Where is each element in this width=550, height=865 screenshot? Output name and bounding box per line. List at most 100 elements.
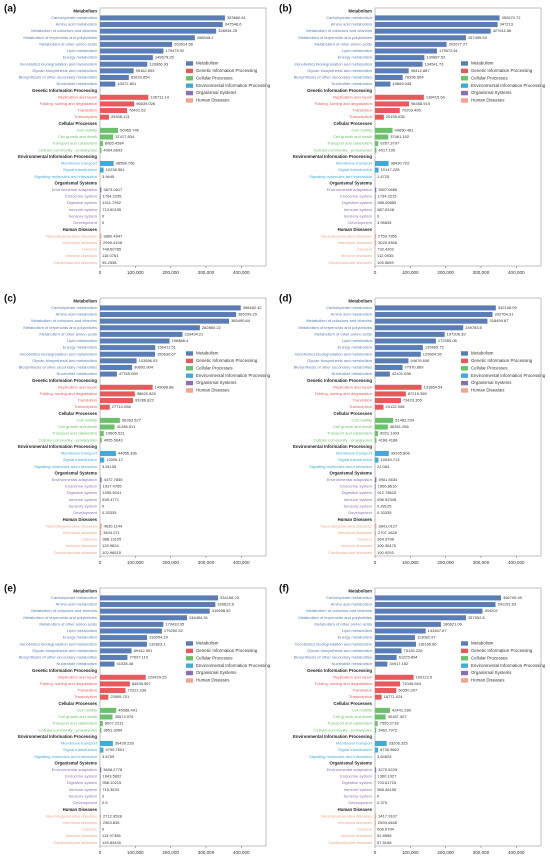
group-header: Genetic Information Processing bbox=[307, 378, 372, 383]
value-label: 985.09855 bbox=[377, 200, 397, 205]
bar bbox=[375, 424, 388, 430]
bar bbox=[375, 55, 425, 61]
legend-swatch bbox=[461, 663, 468, 668]
value-label: 1.4725 bbox=[377, 174, 390, 179]
category-label: Biosynthesis of other secondary metaboli… bbox=[19, 655, 97, 660]
x-tick-label: 200,000 bbox=[162, 850, 179, 855]
legend-swatch bbox=[461, 678, 468, 683]
bar bbox=[100, 391, 135, 397]
group-header: Cellular Processes bbox=[59, 121, 98, 126]
value-label: 25306.121 bbox=[111, 114, 131, 119]
legend-swatch bbox=[461, 351, 468, 356]
category-label: Sensory system bbox=[344, 503, 373, 508]
value-label: 1966.8616 bbox=[378, 484, 398, 489]
value-label: 27710.058 bbox=[112, 404, 132, 409]
x-tick-label: 400,000 bbox=[233, 560, 250, 565]
bar bbox=[100, 312, 237, 318]
group-header: Genetic Information Processing bbox=[307, 88, 372, 93]
category-label: Environmental adaptation bbox=[327, 767, 372, 772]
category-label: Immune diseases bbox=[341, 543, 372, 548]
bar bbox=[100, 608, 210, 614]
bar bbox=[375, 523, 377, 529]
category-label: Cell growth and death bbox=[58, 134, 97, 139]
category-label: Signaling molecules and interaction bbox=[34, 174, 97, 179]
value-label: 129.9824 bbox=[102, 543, 119, 548]
bar bbox=[375, 22, 498, 28]
value-label: 155630.67 bbox=[157, 351, 177, 356]
legend-swatch bbox=[461, 83, 468, 88]
value-label: 4017.195 bbox=[378, 147, 395, 152]
category-label: Metabolism of cofactors and vitamins bbox=[31, 318, 97, 323]
legend-label: Cellular Processes bbox=[471, 655, 508, 660]
category-label: Energy metabolism bbox=[63, 55, 98, 60]
category-label: Environmental adaptation bbox=[52, 767, 97, 772]
value-label: 138415.64 bbox=[426, 94, 446, 99]
x-tick-label: 0 bbox=[374, 270, 377, 275]
category-label: Carbohydrate metabolism bbox=[51, 595, 97, 600]
category-label: Membrane transport bbox=[336, 741, 373, 746]
category-label: Folding, sorting and degradation bbox=[40, 101, 97, 106]
bar bbox=[375, 187, 377, 193]
value-label: 30187.307 bbox=[388, 714, 408, 719]
legend-label: Genetic Information Processing bbox=[196, 68, 258, 73]
value-label: 34917.152 bbox=[389, 661, 409, 666]
value-label: 12006.17 bbox=[106, 457, 123, 462]
bar bbox=[100, 41, 173, 47]
x-tick-label: 200,000 bbox=[162, 270, 179, 275]
value-label: 0.375 bbox=[377, 800, 388, 805]
value-label: 92.8598 bbox=[377, 833, 392, 838]
group-header: Environmental Information Processing bbox=[18, 154, 97, 159]
category-label: Transport and catabolism bbox=[52, 431, 98, 436]
value-label: 131864.54 bbox=[424, 384, 444, 389]
category-label: Nucleotide metabolism bbox=[332, 661, 373, 666]
category-label: Nucleotide metabolism bbox=[332, 81, 373, 86]
bar bbox=[375, 740, 387, 746]
legend-label: Human Diseases bbox=[471, 388, 505, 393]
value-label: 4955.5643 bbox=[104, 437, 124, 442]
group-header: Environmental Information Processing bbox=[293, 444, 372, 449]
bar bbox=[100, 81, 116, 87]
legend-swatch bbox=[186, 388, 193, 393]
bar bbox=[375, 641, 417, 647]
bar bbox=[375, 240, 377, 246]
category-label: Metabolism of other amino acids bbox=[39, 331, 97, 336]
bar bbox=[375, 160, 389, 166]
category-label: Development bbox=[348, 800, 372, 805]
bar bbox=[375, 325, 464, 331]
category-label: Development bbox=[73, 220, 97, 225]
category-label: Signaling molecules and interaction bbox=[309, 174, 372, 179]
value-label: 38598.706 bbox=[116, 161, 136, 166]
bar bbox=[375, 417, 394, 423]
value-label: 282860.22 bbox=[202, 325, 222, 330]
bar bbox=[100, 615, 188, 621]
legend-swatch bbox=[186, 641, 193, 646]
value-label: 109122.5 bbox=[416, 674, 433, 679]
bar bbox=[375, 312, 493, 318]
value-label: 4630.1144 bbox=[104, 523, 123, 528]
bar bbox=[375, 371, 390, 377]
category-label: Cellular community - prokaryotes bbox=[314, 727, 372, 732]
category-label: Metabolism of terpenoids and polyketides bbox=[23, 615, 97, 620]
bar bbox=[100, 654, 128, 660]
group-header: Organismal Systems bbox=[329, 470, 372, 475]
value-label: 116.0761 bbox=[102, 253, 119, 258]
category-label: Sensory system bbox=[69, 793, 98, 798]
category-label: Folding, sorting and degradation bbox=[40, 681, 97, 686]
value-label: 318459.67 bbox=[489, 318, 509, 323]
category-label: Folding, sorting and degradation bbox=[40, 391, 97, 396]
category-label: Biosynthesis of other secondary metaboli… bbox=[19, 75, 97, 80]
bar bbox=[375, 351, 421, 357]
bar bbox=[375, 318, 488, 324]
value-label: 76401.62 bbox=[129, 108, 146, 113]
value-label: 94676.606 bbox=[410, 358, 430, 363]
group-header: Human Diseases bbox=[338, 807, 373, 812]
legend-swatch bbox=[186, 670, 193, 676]
group-header: Genetic Information Processing bbox=[32, 668, 97, 673]
category-label: Lipid metabolism bbox=[67, 338, 98, 343]
category-label: Nucleotide metabolism bbox=[332, 371, 373, 376]
category-label: Metabolism of terpenoids and polyketides bbox=[23, 325, 97, 330]
bar bbox=[375, 661, 388, 667]
x-tick-label: 300,000 bbox=[473, 850, 490, 855]
category-label: Immune diseases bbox=[341, 253, 372, 258]
bar bbox=[375, 820, 376, 826]
